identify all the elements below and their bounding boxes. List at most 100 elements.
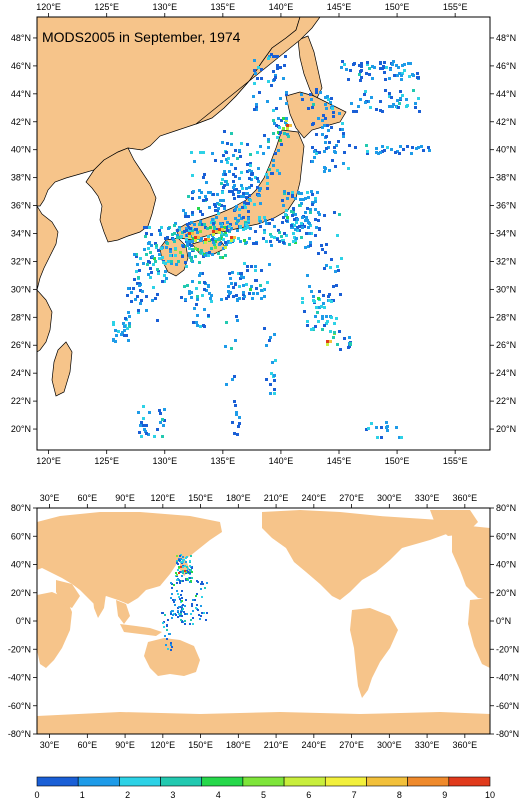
observation-cell	[220, 237, 223, 240]
observation-cell	[207, 314, 210, 317]
observation-cell	[260, 297, 263, 300]
observation-cell	[285, 209, 288, 212]
observation-cell	[191, 567, 193, 569]
observation-cell	[208, 292, 211, 295]
observation-cell	[222, 199, 225, 202]
observation-cell	[321, 133, 324, 136]
observation-cell	[244, 227, 247, 230]
observation-cell	[230, 163, 233, 166]
observation-cell	[249, 153, 252, 156]
top-map-lat-label-left: 48°N	[11, 33, 31, 43]
observation-cell-high	[188, 232, 191, 235]
colorbar-label: 9	[442, 790, 447, 800]
observation-cell	[365, 428, 368, 431]
observation-cell	[317, 252, 320, 255]
observation-cell	[281, 221, 284, 224]
observation-cell	[257, 180, 260, 183]
observation-cell	[282, 204, 285, 207]
observation-cell	[331, 159, 334, 162]
observation-cell	[266, 281, 269, 284]
observation-cell	[326, 95, 329, 98]
observation-cell	[122, 322, 125, 325]
observation-cell	[263, 231, 266, 234]
observation-cell	[280, 235, 283, 238]
observation-cell	[195, 303, 198, 306]
observation-cell	[276, 169, 279, 172]
observation-cell	[197, 609, 199, 611]
observation-cell	[164, 635, 166, 637]
observation-cell	[326, 124, 329, 127]
observation-cell	[253, 82, 256, 85]
observation-cell	[254, 269, 257, 272]
observation-cell	[277, 149, 280, 152]
top-map-lat-label-right: 32°N	[496, 256, 516, 266]
observation-cell	[329, 266, 332, 269]
observation-cell	[317, 151, 320, 154]
observation-cell	[276, 64, 279, 67]
observation-cell	[386, 146, 389, 149]
top-map-title: MODS2005 in September, 1974	[42, 29, 241, 45]
observation-cell	[269, 383, 272, 386]
observation-cell	[181, 621, 183, 623]
observation-cell	[262, 237, 265, 240]
observation-cell	[247, 202, 250, 205]
observation-cell	[242, 228, 245, 231]
observation-cell	[138, 431, 141, 434]
observation-cell	[238, 149, 241, 152]
observation-cell	[338, 213, 341, 216]
observation-cell	[115, 334, 118, 337]
observation-cell	[296, 226, 299, 229]
observation-cell	[382, 65, 385, 68]
land-primorye	[195, 17, 321, 125]
observation-cell	[198, 189, 201, 192]
observation-cell	[139, 257, 142, 260]
observation-cell	[183, 285, 186, 288]
observation-cell	[187, 215, 190, 218]
observation-cell-high	[215, 230, 218, 233]
observation-cell	[230, 143, 233, 146]
bottom-map-lat-label-left: 80°N	[11, 503, 31, 513]
top-map-lat-label-left: 32°N	[11, 256, 31, 266]
observation-cell	[226, 142, 229, 145]
observation-cell	[228, 170, 231, 173]
observation-cell	[270, 53, 273, 56]
observation-cell	[188, 252, 191, 255]
observation-cell	[341, 128, 344, 131]
top-map-lon-label-bottom: 135°E	[211, 456, 236, 466]
observation-cell	[169, 250, 172, 253]
observation-cell	[212, 222, 215, 225]
observation-cell	[159, 412, 162, 415]
observation-cell	[213, 243, 216, 246]
observation-cell	[392, 60, 395, 63]
bottom-map-land	[37, 510, 490, 734]
observation-cell	[341, 122, 344, 125]
observation-cell	[228, 225, 231, 228]
observation-cell	[287, 192, 290, 195]
colorbar-label: 3	[170, 790, 175, 800]
observation-cell	[242, 276, 245, 279]
observation-cell	[391, 63, 394, 66]
bottom-map: 30°E 30°E 60°E 60°E 90°E 90°E 120°E 120°E 150°E 1…	[8, 493, 519, 750]
observation-cell	[315, 91, 318, 94]
land-australia	[144, 638, 200, 676]
observation-cell	[398, 72, 401, 75]
top-map-lat-label-right: 36°N	[496, 201, 516, 211]
observation-cell	[177, 610, 179, 612]
observation-cell	[224, 345, 227, 348]
observation-cell	[162, 424, 165, 427]
observation-cell	[407, 62, 410, 65]
observation-cell	[171, 593, 173, 595]
top-map-lon-label-bottom: 130°E	[152, 456, 177, 466]
observation-cell	[211, 218, 214, 221]
observation-cell	[323, 150, 326, 153]
observation-cell	[206, 227, 209, 230]
observation-cell	[229, 291, 232, 294]
observation-cell	[150, 271, 153, 274]
observation-cell	[200, 605, 202, 607]
observation-cell	[191, 280, 194, 283]
observation-cell	[318, 227, 321, 230]
observation-cell	[263, 295, 266, 298]
observation-cell	[339, 348, 342, 351]
observation-cell	[396, 99, 399, 102]
observation-cell	[242, 284, 245, 287]
